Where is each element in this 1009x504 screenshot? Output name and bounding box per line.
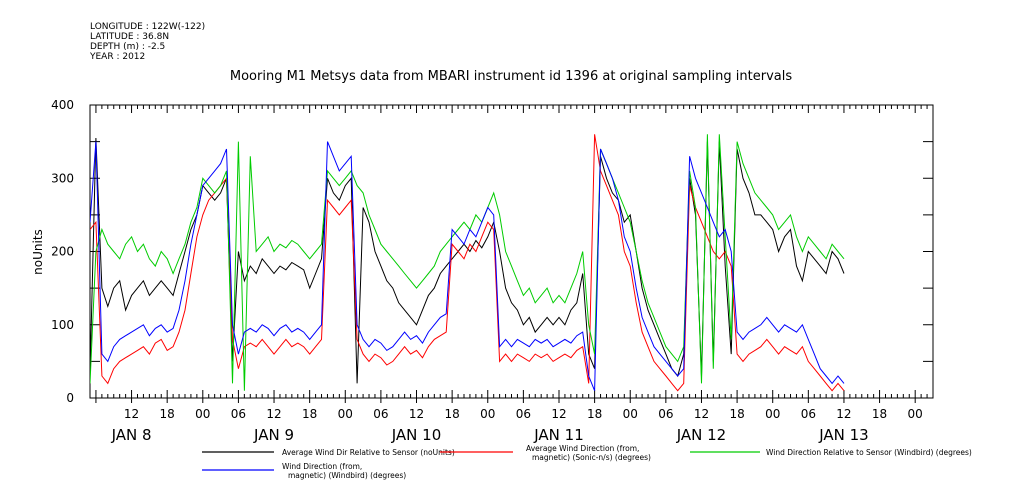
x-tick-label: 06 (231, 407, 246, 421)
x-tick-label: 12 (551, 407, 566, 421)
plot-frame (89, 104, 934, 399)
legend-label: Wind Direction (from, (282, 462, 362, 471)
y-tick-label: 400 (51, 98, 74, 112)
x-tick-label: 00 (623, 407, 638, 421)
x-tick-label: 18 (444, 407, 459, 421)
series-line-2 (90, 134, 845, 391)
legend-label-line2: magnetic) (Windbird) (degrees) (288, 471, 406, 480)
header-depth: DEPTH (m) : -2.5 (90, 42, 166, 52)
x-tick-label: 12 (124, 407, 139, 421)
x-tick-label: 12 (409, 407, 424, 421)
tick-layer: 0 100 200 300 400 12 18 00 06 12 18 00 06 12 18 00 06 12 1… (51, 98, 934, 444)
x-tick-label: 12 (266, 407, 281, 421)
x-tick-label: 18 (729, 407, 744, 421)
legend-label-line2: magnetic) (Sonic-n/s) (degrees) (532, 453, 651, 462)
x-tick-label: 12 (694, 407, 709, 421)
header-year: YEAR : 2012 (90, 52, 146, 62)
x-tick-label: 06 (373, 407, 388, 421)
x-tick-label: 00 (480, 407, 495, 421)
y-tick-label: 200 (51, 245, 74, 259)
x-tick-label: 18 (872, 407, 887, 421)
y-tick-label: 300 (51, 171, 74, 185)
x-tick-label: 12 (836, 407, 851, 421)
x-tick-label: 18 (160, 407, 175, 421)
legend-label: Wind Direction Relative to Sensor (Windb… (766, 448, 972, 457)
x-tick-label: 18 (302, 407, 317, 421)
series-line-0 (90, 137, 845, 384)
x-day-label: JAN 10 (391, 426, 442, 444)
y-tick-label: 0 (66, 391, 74, 405)
x-tick-label: 00 (765, 407, 780, 421)
x-tick-label: 06 (658, 407, 673, 421)
x-day-label: JAN 11 (533, 426, 584, 444)
series-layer (90, 134, 845, 392)
x-tick-label: 06 (516, 407, 531, 421)
x-day-label: JAN 8 (111, 426, 152, 444)
y-tick-label: 100 (51, 318, 74, 332)
legend-label: Average Wind Dir Relative to Sensor (noU… (282, 448, 455, 457)
chart-title: Mooring M1 Metsys data from MBARI instru… (230, 69, 792, 84)
legend: Average Wind Dir Relative to Sensor (noU… (202, 444, 972, 480)
header-latitude: LATITUDE : 36.8N (90, 32, 170, 42)
x-tick-label: 06 (801, 407, 816, 421)
x-tick-label: 18 (587, 407, 602, 421)
legend-label: Average Wind Direction (from, (526, 444, 639, 453)
x-day-label: JAN 9 (253, 426, 294, 444)
header-longitude: LONGITUDE : 122W(-122) (90, 22, 206, 32)
x-tick-label: 00 (195, 407, 210, 421)
x-tick-label: 00 (338, 407, 353, 421)
series-line-3 (90, 141, 845, 391)
x-day-label: JAN 12 (676, 426, 727, 444)
y-axis-label: noUnits (31, 229, 45, 275)
x-tick-label: 00 (908, 407, 923, 421)
x-day-label: JAN 13 (818, 426, 869, 444)
